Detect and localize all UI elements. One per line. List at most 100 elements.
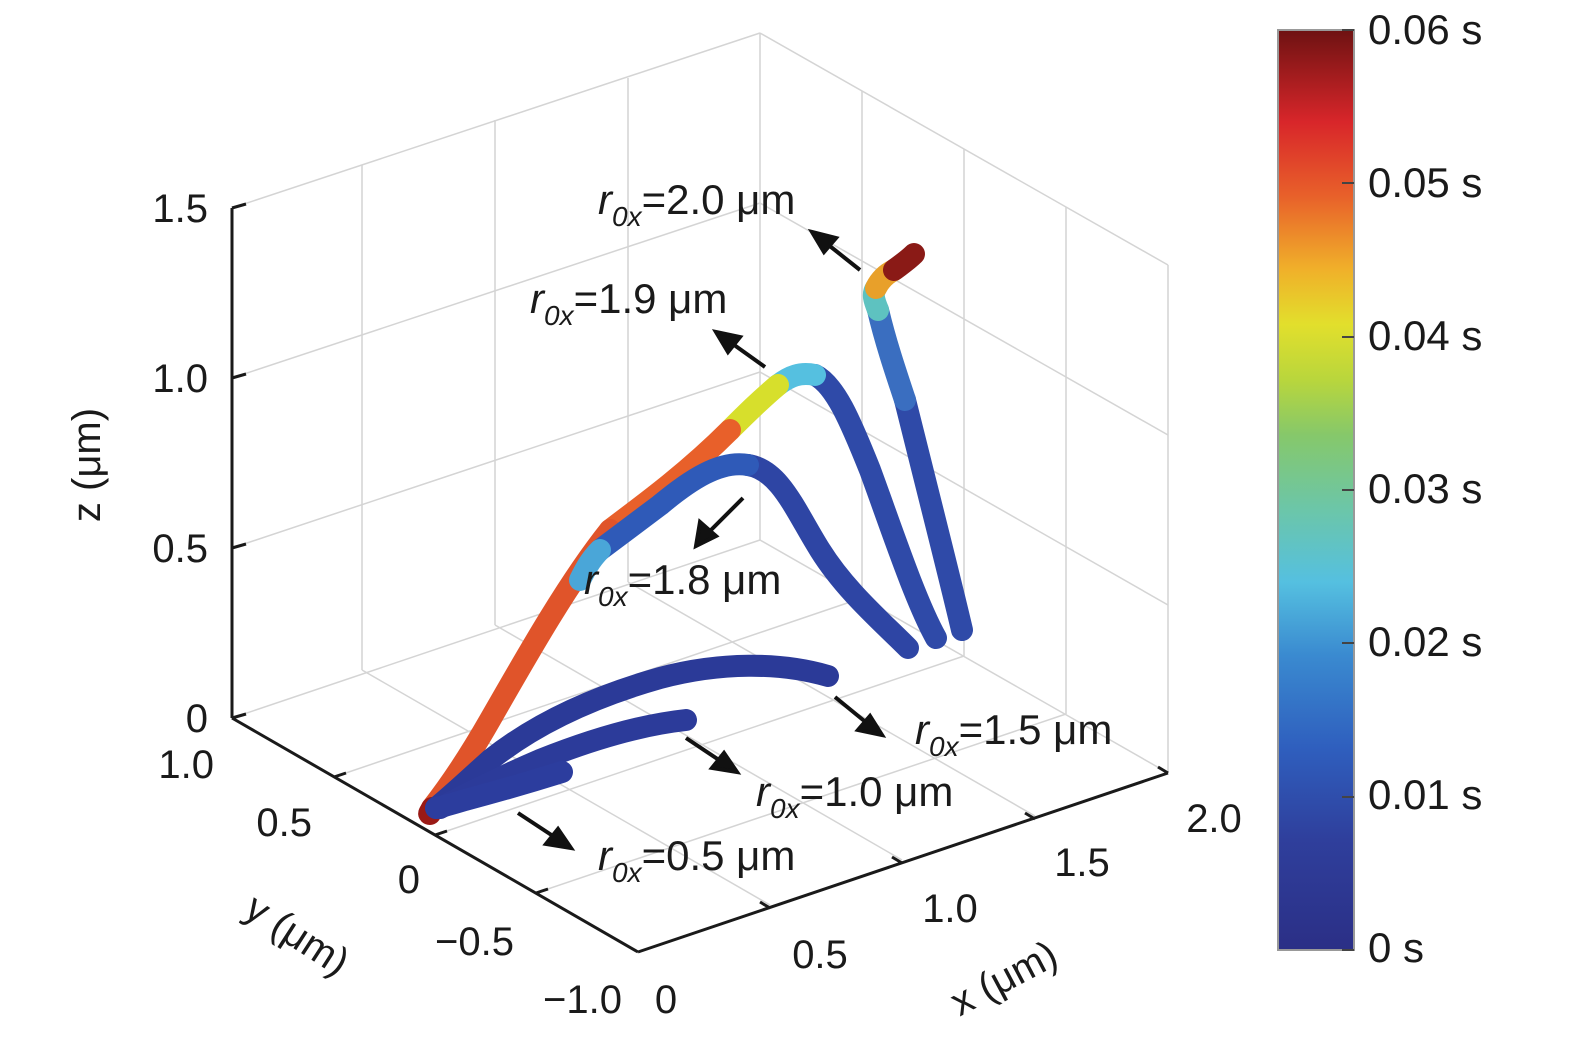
tick-marks bbox=[231, 202, 1169, 910]
annotation-subscript: 0x bbox=[929, 731, 960, 762]
trajectory-segment bbox=[737, 454, 919, 659]
arrow-r0x-2.0 bbox=[824, 241, 862, 272]
annotation-value: =1.9 μm bbox=[574, 275, 728, 322]
z-tick-mark bbox=[231, 372, 247, 380]
colorbar-tick-label: 0.06 s bbox=[1368, 6, 1482, 53]
annotation-subscript: 0x bbox=[612, 201, 643, 232]
annotation-prefix: r bbox=[530, 275, 546, 322]
colorbar-ticks bbox=[1342, 29, 1354, 951]
annotation-r0x-1.8: r0x=1.8 μm bbox=[584, 556, 781, 612]
grid-line bbox=[627, 581, 1036, 817]
arrow-r0x-1.5 bbox=[833, 695, 870, 726]
annotation-prefix: r bbox=[756, 768, 772, 815]
y-tick-mark bbox=[535, 887, 549, 895]
colorbar: 0 s 0.01 s 0.02 s 0.03 s 0.04 s 0.05 s 0… bbox=[1277, 6, 1482, 971]
trajectory-r0x-2.0 bbox=[862, 243, 973, 641]
z-tick-mark bbox=[231, 542, 247, 550]
colorbar-tick-label: 0.05 s bbox=[1368, 159, 1482, 206]
trajectory-segment bbox=[867, 299, 916, 411]
trajectory-segment bbox=[425, 654, 839, 819]
colorbar-tick-label: 0.03 s bbox=[1368, 465, 1482, 512]
grid-line bbox=[231, 371, 761, 549]
trajectory-r0x-1.5 bbox=[425, 654, 839, 819]
x-tick-label: 1.5 bbox=[1054, 841, 1110, 885]
arrowhead bbox=[708, 749, 742, 775]
trajectory-segment bbox=[425, 761, 573, 819]
annotation-r0x-1.9: r0x=1.9 μm bbox=[530, 275, 727, 331]
grid-line bbox=[535, 713, 1067, 894]
trajectory-r0x-0.5 bbox=[425, 761, 573, 819]
annotation-prefix: r bbox=[915, 706, 931, 753]
annotation-prefix: r bbox=[584, 556, 600, 603]
annotation-subscript: 0x bbox=[612, 857, 643, 888]
x-tick-mark bbox=[1157, 765, 1169, 775]
z-tick-label: 1.5 bbox=[152, 187, 208, 231]
z-axis-label: z (μm) bbox=[65, 408, 109, 522]
arrowhead bbox=[807, 228, 840, 256]
grid-line bbox=[231, 539, 761, 719]
annotation-value: =0.5 μm bbox=[642, 832, 796, 879]
annotation-subscript: 0x bbox=[598, 581, 629, 612]
arrowhead bbox=[542, 825, 576, 851]
annotation-subscript: 0x bbox=[770, 793, 801, 824]
z-tick-label: 0.5 bbox=[152, 527, 208, 571]
grid-line bbox=[231, 202, 761, 379]
y-tick-label: 0 bbox=[398, 858, 420, 902]
annotation-prefix: r bbox=[598, 176, 614, 223]
annotation-r0x-0.5: r0x=0.5 μm bbox=[598, 832, 795, 888]
annotations: r0x=2.0 μm r0x=1.9 μm r0x=1.8 μm r0x=1.5… bbox=[530, 176, 1112, 888]
x-tick-label: 0 bbox=[655, 978, 677, 1022]
annotation-value: =1.5 μm bbox=[959, 706, 1113, 753]
z-tick-label: 1.0 bbox=[152, 357, 208, 401]
grid-line bbox=[494, 624, 903, 861]
annotation-r0x-2.0: r0x=2.0 μm bbox=[598, 176, 795, 232]
annotation-arrows bbox=[516, 228, 887, 851]
y-tick-mark bbox=[333, 771, 347, 779]
arrowhead bbox=[854, 712, 887, 738]
y-tick-label: −1.0 bbox=[543, 978, 622, 1022]
x-axis-line bbox=[637, 771, 1169, 954]
grid-line bbox=[361, 669, 771, 906]
annotation-value: =1.8 μm bbox=[628, 556, 782, 603]
x-tick-label: 0.5 bbox=[792, 933, 848, 977]
trajectory-segment bbox=[589, 453, 759, 561]
annotation-r0x-1.0: r0x=1.0 μm bbox=[756, 768, 953, 824]
trajectory-segment bbox=[883, 243, 925, 281]
x-tick-mark bbox=[1024, 811, 1036, 821]
annotation-subscript: 0x bbox=[544, 300, 575, 331]
x-tick-mark bbox=[759, 900, 771, 910]
y-axis-label: y (μm) bbox=[237, 886, 357, 985]
grid-line bbox=[231, 32, 761, 209]
annotation-prefix: r bbox=[598, 832, 614, 879]
x-tick-mark bbox=[891, 855, 903, 865]
colorbar-tick-label: 0.04 s bbox=[1368, 312, 1482, 359]
x-tick-label: 2.0 bbox=[1186, 797, 1242, 841]
z-tick-label: 0 bbox=[186, 697, 208, 741]
arrow-r0x-0.5 bbox=[516, 811, 558, 840]
arrowhead bbox=[711, 329, 744, 356]
y-tick-label: 1.0 bbox=[158, 743, 214, 787]
arrow-r0x-1.9 bbox=[728, 340, 767, 369]
annotation-value: =1.0 μm bbox=[800, 768, 954, 815]
annotation-r0x-1.5: r0x=1.5 μm bbox=[915, 706, 1112, 762]
z-tick-mark bbox=[231, 202, 247, 210]
y-tick-mark bbox=[434, 829, 448, 837]
arrow-r0x-1.0 bbox=[684, 736, 724, 764]
trajectory-segment bbox=[804, 364, 947, 649]
trajectory-segment bbox=[569, 539, 611, 591]
arrow-r0x-1.8 bbox=[706, 496, 745, 535]
y-tick-label: −0.5 bbox=[435, 920, 514, 964]
y-tick-label: 0.5 bbox=[256, 801, 312, 845]
x-axis-label: x (μm) bbox=[943, 932, 1064, 1024]
arrowhead bbox=[693, 518, 720, 550]
trajectory-r0x-1.8 bbox=[569, 453, 919, 659]
annotation-value: =2.0 μm bbox=[642, 176, 796, 223]
z-tick-mark bbox=[231, 712, 247, 720]
trajectory-segment bbox=[894, 389, 973, 641]
colorbar-tick-label: 0.01 s bbox=[1368, 771, 1482, 818]
colorbar-tick-label: 0.02 s bbox=[1368, 618, 1482, 665]
x-tick-label: 1.0 bbox=[922, 887, 978, 931]
colorbar-tick-label: 0 s bbox=[1368, 924, 1424, 971]
